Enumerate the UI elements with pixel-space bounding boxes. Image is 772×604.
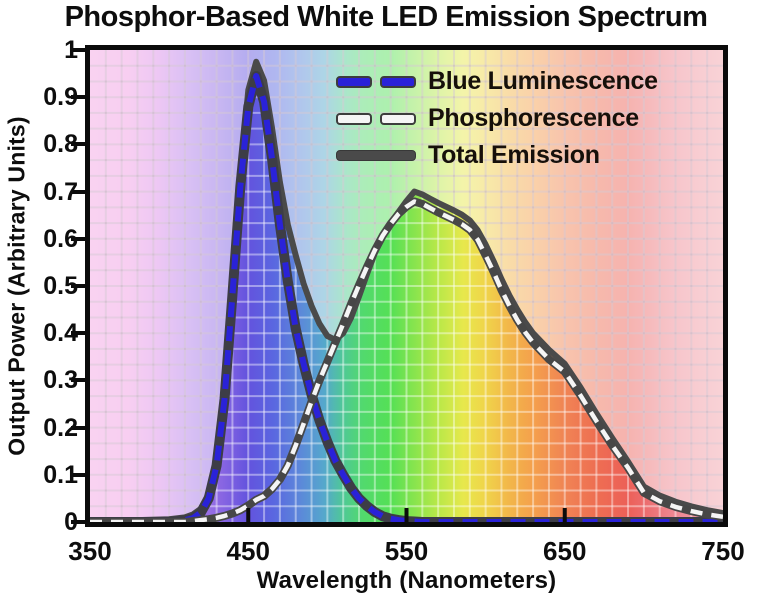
y-tick-label: 1 xyxy=(64,36,78,64)
white-dashed-line-swatch xyxy=(336,112,416,125)
legend-item-total-emission: Total Emission xyxy=(336,137,658,174)
x-tick-label: 550 xyxy=(384,536,429,566)
x-axis-label: Wavelength (Nanometers) xyxy=(256,567,557,594)
y-tick-label: 0.6 xyxy=(43,224,78,253)
y-tick-mark xyxy=(71,472,85,477)
x-tick-label: 450 xyxy=(226,536,270,566)
legend-label: Total Emission xyxy=(428,141,600,169)
y-tick-label: 0.1 xyxy=(43,460,78,489)
y-tick-label: 0.8 xyxy=(43,130,78,159)
y-tick-mark xyxy=(71,189,85,194)
series-line-blue-luminescence xyxy=(90,73,723,522)
x-tick-label: 750 xyxy=(701,536,745,566)
y-tick-label: 0 xyxy=(64,508,78,536)
legend-label: Blue Luminescence xyxy=(428,67,658,95)
legend: Blue Luminescence Phosphorescence Total … xyxy=(336,63,658,174)
y-tick-mark xyxy=(71,142,85,147)
chart-canvas xyxy=(90,50,723,522)
y-tick-label: 0.2 xyxy=(43,413,78,442)
gray-solid-line-swatch xyxy=(336,150,416,161)
blue-dashed-line-swatch xyxy=(336,75,416,88)
y-tick-label: 0.5 xyxy=(43,272,78,300)
x-tick-label: 350 xyxy=(68,536,112,566)
y-tick-label: 0.9 xyxy=(43,83,78,112)
y-tick-label: 0.3 xyxy=(43,366,78,395)
x-tick-label: 650 xyxy=(543,536,587,566)
y-tick-mark xyxy=(71,425,85,430)
y-tick-mark xyxy=(71,284,85,288)
x-tick-mark xyxy=(562,508,567,522)
legend-item-phosphorescence: Phosphorescence xyxy=(336,100,658,137)
y-tick-mark xyxy=(71,236,85,241)
y-tick-mark xyxy=(71,331,85,336)
y-tick-mark xyxy=(71,378,85,383)
y-tick-mark xyxy=(71,48,85,52)
y-tick-mark xyxy=(71,520,85,524)
legend-item-blue-luminescence: Blue Luminescence xyxy=(336,63,658,100)
y-tick-label: 0.4 xyxy=(43,319,78,348)
legend-label: Phosphorescence xyxy=(428,104,639,132)
y-tick-mark xyxy=(71,95,85,100)
series-line-phosphorescence xyxy=(90,199,723,522)
x-tick-mark xyxy=(246,508,251,522)
chart-title: Phosphor-Based White LED Emission Spectr… xyxy=(64,1,708,33)
wash-above-total-emission xyxy=(90,50,723,521)
x-tick-mark xyxy=(404,508,409,522)
y-tick-label: 0.7 xyxy=(43,177,78,206)
plot-area: Blue Luminescence Phosphorescence Total … xyxy=(85,45,728,527)
